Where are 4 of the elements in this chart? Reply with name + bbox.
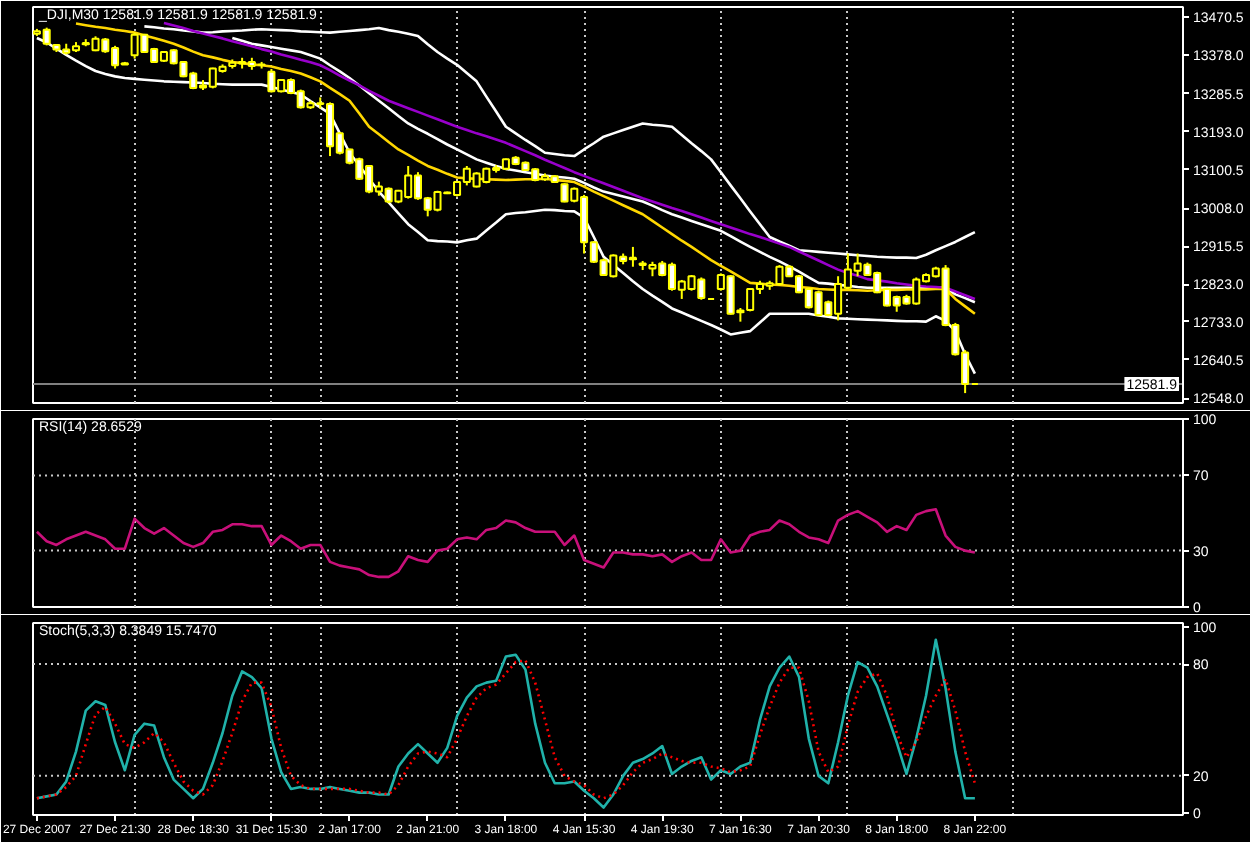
line-series bbox=[35, 658, 977, 800]
line-series bbox=[35, 638, 977, 809]
line-series bbox=[35, 507, 977, 579]
line-series bbox=[143, 25, 977, 260]
